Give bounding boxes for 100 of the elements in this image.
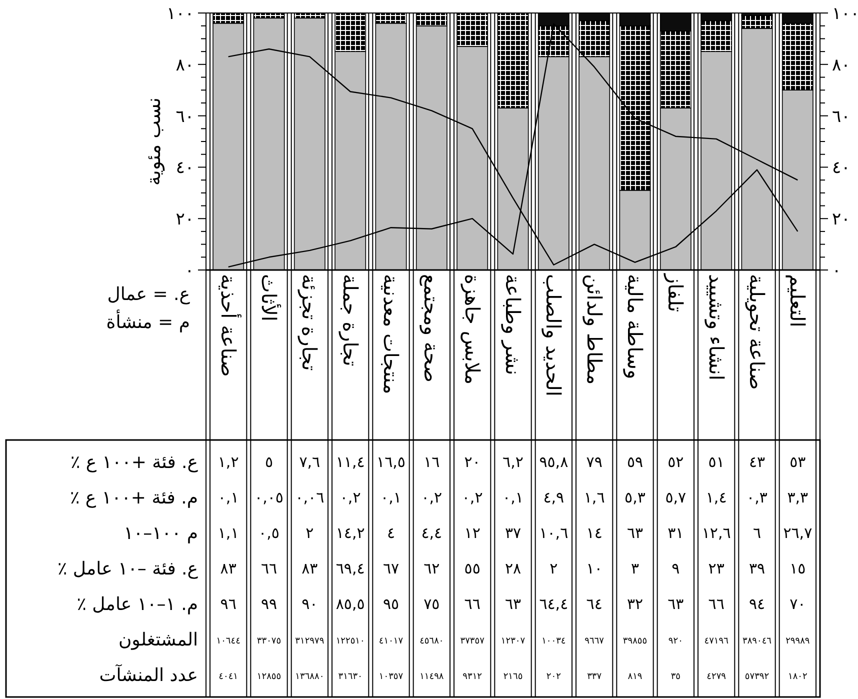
data-label: ٦٤: [586, 595, 602, 614]
text: م. فئة +١٠٠ ع ٪: [70, 487, 198, 508]
y-tick-label: ٢٠: [176, 210, 194, 230]
y-tick-label: ٤٠: [176, 158, 194, 178]
data-label: ١٤: [586, 524, 602, 542]
data-label: ٩٦٦٧: [584, 636, 604, 647]
category-label: ملابس جاهزة: [460, 274, 484, 385]
text: م. ١–١٠ عامل ٪: [76, 594, 198, 616]
category-label: صناعة تحويلية: [745, 274, 769, 390]
data-label: ٢: [306, 524, 314, 542]
data-label: ٥١: [708, 452, 724, 471]
data-label: ١,٦: [584, 488, 605, 506]
data-label: ٣: [630, 560, 640, 578]
text: ع. = عمال: [107, 284, 190, 305]
data-label: ٥٢: [668, 452, 684, 471]
category-label: الأثاث: [257, 274, 282, 322]
data-label: ٦٣: [504, 595, 522, 614]
data-label: ١,٢: [218, 452, 239, 471]
data-label: ٧,٦: [299, 452, 320, 471]
data-label: ٣٧٣٥٧: [460, 636, 485, 647]
data-label: ٣٥: [670, 672, 681, 682]
category-label: مطاط ولدائن: [582, 274, 606, 385]
data-label: ١٦: [424, 452, 440, 471]
data-label: ١,٤: [706, 488, 727, 506]
y2-tick-label: ١٠٠: [832, 4, 858, 24]
data-label: ٣٨٩٠٤٦: [742, 636, 772, 647]
data-label: ٦: [752, 524, 762, 542]
data-label: ١١,٤: [336, 452, 365, 471]
data-label: ٣١: [668, 524, 684, 542]
data-label: ٠,٠٦: [295, 488, 324, 506]
y-axis-title: نسب مئوية: [143, 97, 165, 186]
data-label: ٣١٦٣٠: [338, 672, 362, 682]
data-label: ٤٢٧٩: [706, 672, 726, 682]
y2-tick-label: ٠: [832, 261, 842, 281]
data-label: ١٢: [464, 524, 480, 542]
data-label: ٥,٧: [665, 488, 686, 506]
y-tick-label: ١٠٠: [166, 4, 194, 24]
data-label: ٠,٥: [258, 524, 280, 542]
data-label: ٩٠: [302, 595, 318, 614]
data-label: ٢: [550, 560, 558, 578]
category-label: انشاء وتشييد: [704, 274, 728, 380]
data-label: ٢٨: [504, 560, 522, 578]
data-label: ١٢,٦: [702, 524, 731, 542]
data-label: ٠,٢: [421, 488, 442, 506]
data-label: ٠,٢: [340, 488, 361, 506]
data-label: ٦٦: [708, 595, 724, 614]
data-label: ٤٥٦٨٠: [420, 636, 444, 647]
data-label: ٩٥,٨: [539, 452, 568, 471]
text: م = منشأة: [106, 309, 190, 333]
data-label: ١١٤٩٨: [420, 672, 444, 682]
data-label: ٩٩: [260, 595, 278, 614]
text: ع. فئة –١٠ عامل ٪: [57, 558, 198, 580]
data-label: ٥,٣: [624, 488, 646, 506]
text: ع. فئة +١٠٠ ع ٪: [70, 452, 198, 473]
y2-tick-label: ٦٠: [832, 106, 850, 127]
data-label: ٥: [264, 452, 274, 471]
data-label: ١٢٢٥١٠: [336, 636, 365, 647]
data-label: ٢٣: [708, 560, 724, 578]
category-label: صحة ومجتمع: [420, 274, 444, 382]
data-label: ٥٧٣٩٢: [744, 672, 770, 682]
data-label: ٦٢: [424, 560, 440, 578]
data-label: ٠,٣: [746, 488, 768, 506]
y-tick-label: ٨٠: [176, 55, 194, 76]
data-label: ١٢٣٠٧: [500, 636, 526, 647]
category-label: تجارة جملة: [338, 274, 362, 366]
data-label: ١٠: [586, 560, 602, 578]
data-label: ٢١٦٥: [503, 672, 523, 682]
data-label: ١٠٠٣٤: [542, 636, 566, 647]
data-label: ١٣٦٨٨٠: [295, 672, 324, 682]
data-label: ٦٣: [626, 524, 644, 542]
data-label: ٩٢٠: [668, 636, 683, 647]
category-label: تجارة تجزئة: [298, 274, 322, 371]
data-label: ١٨٠٢: [788, 672, 808, 682]
data-label: ٤,٩: [543, 488, 564, 506]
data-label: ٩٦: [220, 595, 236, 614]
data-label: ٩٥: [382, 595, 400, 614]
data-label: ٠,٢: [462, 488, 483, 506]
data-label: ٨٣: [220, 560, 236, 578]
data-label: ٦٣: [668, 595, 684, 614]
data-label: ٩٤: [748, 595, 766, 614]
y2-tick-label: ٢٠: [832, 210, 850, 230]
data-label: ٢٩٩٨٩: [786, 636, 810, 647]
data-label: ٨٥,٥: [336, 595, 365, 614]
data-label: ٤: [386, 524, 396, 542]
y-tick-label: ٠: [184, 261, 194, 281]
data-label: ٢٠٢: [546, 672, 562, 682]
data-label: ٦,٢: [502, 452, 524, 471]
data-label: ٢٦,٧: [783, 524, 812, 542]
data-label: ٦٩,٤: [336, 560, 365, 578]
data-label: ٧٩: [586, 452, 602, 471]
data-label: ٠,١: [380, 488, 402, 506]
data-label: ٤٧١٩٦: [704, 636, 729, 647]
data-label: ١,١: [218, 524, 239, 542]
data-label: ٩: [672, 560, 680, 578]
data-label: ٤,٤: [421, 524, 442, 542]
data-label: ١٠٣٥٧: [378, 672, 404, 682]
data-label: ٤٠٤١: [218, 672, 238, 682]
data-label: ٣١٢٩٧٩: [295, 636, 324, 647]
data-label: ٣٩: [748, 560, 766, 578]
data-label: ١٥: [790, 560, 806, 578]
